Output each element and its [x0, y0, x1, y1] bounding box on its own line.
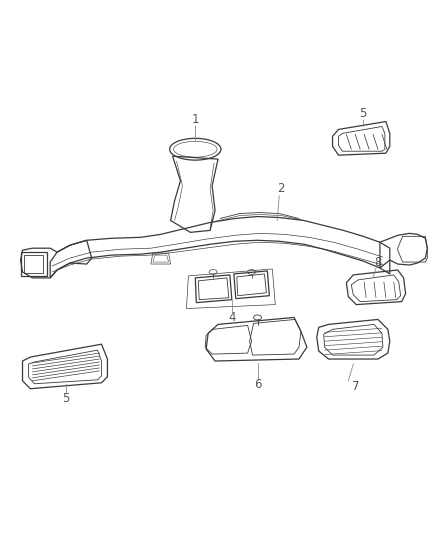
- Text: 7: 7: [353, 380, 360, 393]
- Text: 8: 8: [374, 255, 381, 269]
- Text: 4: 4: [228, 311, 236, 324]
- Text: 6: 6: [254, 378, 261, 391]
- Text: 1: 1: [191, 113, 199, 126]
- Text: 2: 2: [277, 182, 285, 195]
- Text: 5: 5: [360, 107, 367, 120]
- Text: 5: 5: [62, 392, 70, 405]
